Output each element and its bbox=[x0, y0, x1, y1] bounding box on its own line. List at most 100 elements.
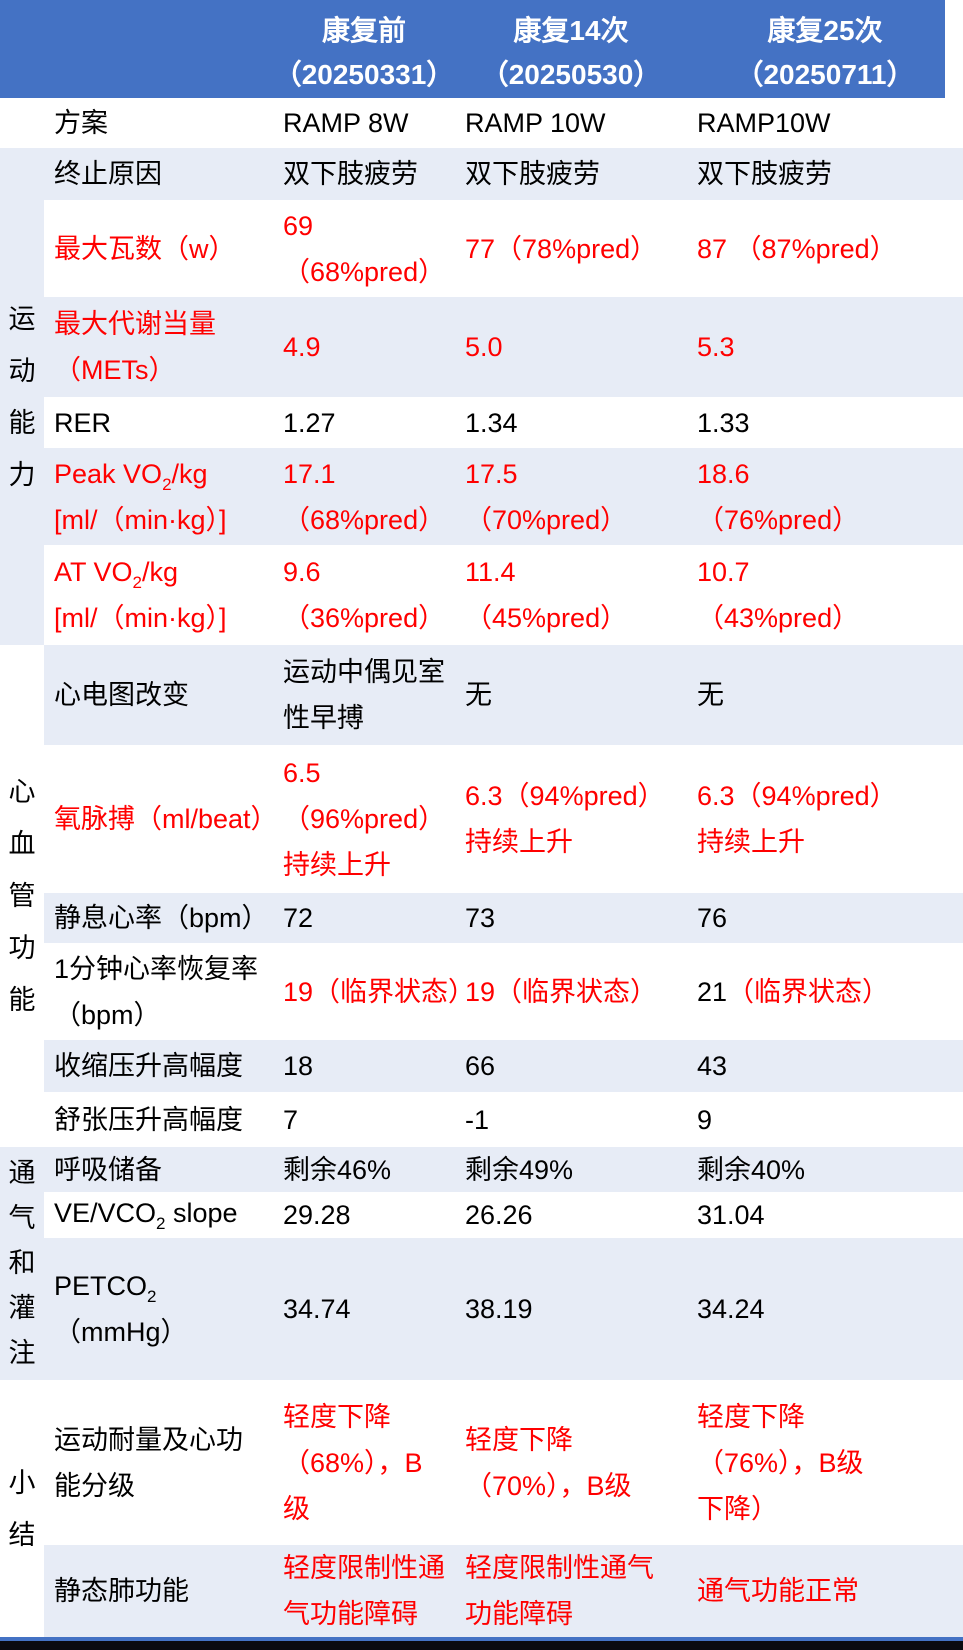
text-segment: 气功能障碍 bbox=[283, 1599, 418, 1629]
data-cell: 17.5 （70%pred） bbox=[455, 448, 687, 545]
col-header-0: 康复前 （20250331） bbox=[273, 0, 455, 98]
row-label: 呼吸储备 bbox=[44, 1147, 273, 1192]
table-row: 氧脉搏（ml/beat） 6.5 （96%pred） 持续上升 6.3（94%pred）… bbox=[0, 745, 963, 893]
data-cell: 43 bbox=[687, 1040, 963, 1092]
text-segment: （36%pred） bbox=[283, 603, 446, 633]
text-segment: [ml/（min·kg）] bbox=[54, 603, 227, 633]
text-segment: 静息心率（bpm） bbox=[54, 903, 269, 933]
text-segment: 17.5 bbox=[465, 458, 518, 489]
cell-line: 38.19 bbox=[465, 1292, 687, 1326]
text-segment: 17.1 bbox=[283, 458, 336, 489]
text-segment: 1.33 bbox=[697, 407, 750, 438]
cell-line: AT VO2/kg bbox=[54, 549, 273, 595]
row-label: 收缩压升高幅度 bbox=[44, 1040, 273, 1092]
table-row: 1分钟心率恢复率 （bpm） 19（临界状态） 19（临界状态） 21（临界状态） bbox=[0, 943, 963, 1040]
col-header-2: 康复25次 （20250711） bbox=[687, 0, 963, 98]
cell-line: （43%pred） bbox=[697, 595, 963, 641]
table-row: 静态肺功能 轻度限制性通 气功能障碍 轻度限制性通气 功能障碍 通气功能正常 bbox=[0, 1545, 963, 1637]
cell-line: VE/VCO2 slope bbox=[54, 1196, 273, 1234]
cell-line: 6.3（94%pred） bbox=[465, 773, 687, 819]
table-bottom-border-accent bbox=[0, 1637, 963, 1641]
row-label: 终止原因 bbox=[44, 148, 273, 200]
section-label: 通气和灌注 bbox=[0, 1147, 44, 1380]
text-segment: （68%），B bbox=[283, 1447, 423, 1478]
text-segment: 通气功能正常 bbox=[697, 1576, 859, 1606]
cell-line: 剩余40% bbox=[697, 1153, 963, 1187]
text-segment: 6.5 bbox=[283, 758, 321, 788]
text-segment: 级 bbox=[283, 1493, 310, 1524]
cell-line: 轻度下降 bbox=[465, 1417, 687, 1463]
table-row: 小结运动耐量及心功 能分级 轻度下降 （68%），B 级轻度下降 （70%），B级 轻度下降… bbox=[0, 1380, 963, 1637]
text-segment: 5.0 bbox=[465, 332, 503, 362]
cell-line: [ml/（min·kg）] bbox=[54, 497, 273, 543]
text-segment: RER bbox=[54, 407, 112, 438]
text-segment: （70%），B级 bbox=[465, 1470, 632, 1501]
cell-line: 1.27 bbox=[283, 406, 455, 440]
cell-line: 能分级 bbox=[54, 1463, 273, 1509]
section-label bbox=[0, 98, 44, 148]
section-label-char: 注 bbox=[8, 1338, 36, 1368]
table-row: 最大瓦数（w） 69 （68%pred） 77（78%pred） 87 （87%pred… bbox=[0, 200, 963, 297]
data-cell: 18 bbox=[273, 1040, 455, 1092]
text-segment: 21 bbox=[697, 976, 728, 1007]
cell-line: 通气功能正常 bbox=[697, 1574, 963, 1608]
cell-line: 轻度限制性通 bbox=[283, 1545, 455, 1591]
row-label: 运动耐量及心功 能分级 bbox=[44, 1380, 273, 1545]
data-cell: 轻度下降 （68%），B 级 bbox=[273, 1380, 455, 1545]
cell-line: 无 bbox=[465, 678, 687, 712]
data-cell: 9.6 （36%pred） bbox=[273, 545, 455, 645]
table-row: 静息心率（bpm） 72 73 76 bbox=[0, 893, 963, 943]
section-label-char: 结 bbox=[8, 1519, 36, 1550]
text-segment: 下降） bbox=[697, 1493, 778, 1524]
cell-line: 轻度下降 bbox=[697, 1394, 963, 1440]
cell-line: 方案 bbox=[54, 106, 273, 140]
col-header-date: （20250530） bbox=[480, 59, 662, 90]
table-row: 通气和灌注呼吸储备 剩余46% 剩余49% 剩余40% bbox=[0, 1147, 963, 1380]
text-segment: /kg bbox=[171, 458, 208, 489]
table-row: RER 1.27 1.34 1.33 bbox=[0, 397, 963, 448]
table-row: 舒张压升高幅度 7 -1 9 bbox=[0, 1092, 963, 1147]
text-segment: 5.3 bbox=[697, 332, 735, 362]
text-segment: 舒张压升高幅度 bbox=[54, 1104, 243, 1135]
data-cell: 31.04 bbox=[687, 1192, 963, 1238]
text-segment: Peak VO bbox=[54, 458, 163, 489]
data-cell: 34.24 bbox=[687, 1238, 963, 1380]
cell-line: 6.5 bbox=[283, 750, 455, 796]
text-segment: 运动中偶见室 bbox=[283, 657, 445, 687]
cell-line: （70%pred） bbox=[465, 497, 687, 543]
text-segment: （68%pred） bbox=[283, 504, 446, 535]
row-label: RER bbox=[44, 397, 273, 448]
cell-line: 5.0 bbox=[465, 330, 687, 364]
cell-line: RAMP 10W bbox=[465, 106, 687, 140]
text-segment: 终止原因 bbox=[54, 159, 162, 189]
cell-line: 76 bbox=[697, 901, 963, 935]
text-segment: 19（临界状态） bbox=[283, 976, 476, 1007]
text-segment: 10.7 bbox=[697, 557, 750, 587]
cell-line: 静态肺功能 bbox=[54, 1574, 273, 1608]
text-segment: 最大瓦数（w） bbox=[54, 233, 236, 264]
cell-line: 剩余49% bbox=[465, 1153, 687, 1187]
data-cell: 4.9 bbox=[273, 297, 455, 397]
row-label: VE/VCO2 slope bbox=[44, 1192, 273, 1238]
text-segment: 31.04 bbox=[697, 1200, 765, 1230]
cell-line: 无 bbox=[697, 678, 963, 712]
cell-line: PETCO2 bbox=[54, 1263, 273, 1309]
table-row: Peak VO2/kg [ml/（min·kg）] 17.1 （68%pred） 17.… bbox=[0, 448, 963, 545]
text-segment: （bpm） bbox=[54, 999, 161, 1030]
text-segment: 43 bbox=[697, 1051, 728, 1081]
data-cell: 17.1 （68%pred） bbox=[273, 448, 455, 545]
cell-line: （METs） bbox=[54, 347, 273, 393]
text-segment: 最大代谢当量 bbox=[54, 309, 216, 339]
section-label-char: 功 bbox=[8, 933, 36, 963]
text-segment: 1分钟心率恢复率 bbox=[54, 953, 259, 984]
row-label: 氧脉搏（ml/beat） bbox=[44, 745, 278, 893]
cell-line: [ml/（min·kg）] bbox=[54, 595, 273, 641]
cell-line: 级 bbox=[283, 1486, 455, 1532]
cell-line: 5.3 bbox=[697, 330, 963, 364]
cell-line: 持续上升 bbox=[283, 842, 455, 888]
data-cell: 9 bbox=[687, 1092, 963, 1147]
table-row: 心血管功能心电图改变 运动中偶见室 性早搏无无 bbox=[0, 645, 963, 1147]
data-cell: RAMP 10W bbox=[455, 98, 687, 148]
text-segment: （45%pred） bbox=[465, 603, 628, 633]
